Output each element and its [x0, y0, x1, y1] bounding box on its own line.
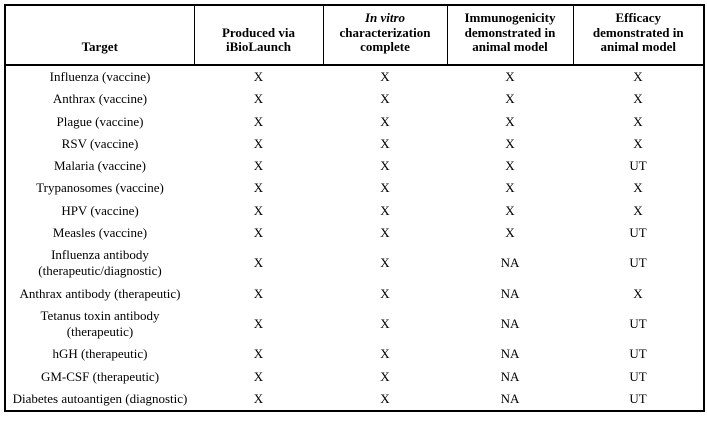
- target-cell: RSV (vaccine): [61, 135, 139, 151]
- status-cell: X: [505, 69, 515, 84]
- table-row: Tetanus toxin antibody (therapeutic) X X NA…: [5, 305, 704, 344]
- status-cell: X: [253, 285, 264, 301]
- status-cell: X: [380, 346, 390, 362]
- status-cell: X: [253, 255, 264, 271]
- column-header-immunogenicity: Immunogenicity demonstrated in animal mo…: [446, 5, 573, 66]
- table-row: RSV (vaccine) X X X X: [5, 133, 704, 155]
- status-cell: NA: [500, 390, 520, 406]
- status-cell: X: [253, 158, 264, 173]
- status-cell: X: [633, 135, 643, 151]
- status-cell: NA: [500, 285, 520, 301]
- status-cell: UT: [629, 390, 647, 406]
- status-cell: X: [253, 69, 264, 84]
- column-header-invitro-characterization: In vitro characterization complete: [322, 5, 447, 66]
- table-row: Influenza antibody (therapeutic/diagnost…: [5, 244, 704, 283]
- status-cell: X: [505, 91, 515, 107]
- status-cell: X: [380, 368, 390, 384]
- column-header-efficacy: Efficacy demonstrated in animal model: [572, 5, 704, 66]
- status-cell: UT: [629, 346, 647, 362]
- status-cell: X: [253, 346, 264, 362]
- target-cell: Anthrax antibody (therapeutic): [19, 285, 181, 301]
- status-cell: X: [505, 113, 515, 129]
- table-body: Influenza (vaccine) X X X X Anthrax (vaccine)…: [5, 65, 704, 411]
- status-cell: NA: [500, 315, 520, 331]
- status-cell: UT: [629, 315, 647, 331]
- status-cell: X: [253, 91, 264, 107]
- status-cell: X: [633, 91, 643, 107]
- target-cell: Tetanus toxin antibody (therapeutic): [40, 307, 160, 339]
- status-cell: X: [380, 91, 390, 107]
- status-cell: X: [380, 202, 390, 218]
- target-cell: HPV (vaccine): [61, 202, 139, 218]
- status-cell: X: [380, 315, 390, 331]
- status-cell: X: [253, 202, 264, 218]
- table-row: Plague (vaccine) X X X X: [5, 111, 704, 133]
- table-row: Anthrax antibody (therapeutic) X X NA X: [5, 283, 704, 305]
- status-cell: X: [633, 69, 643, 84]
- status-cell: UT: [629, 158, 647, 173]
- status-cell: X: [253, 315, 264, 331]
- column-header-target: Target: [5, 5, 194, 66]
- table-row: Malaria (vaccine) X X X UT: [5, 155, 704, 177]
- status-cell: X: [505, 180, 515, 196]
- target-cell: Anthrax (vaccine): [52, 91, 148, 107]
- target-cell: GM-CSF (therapeutic): [40, 368, 160, 384]
- invitro-rest-text: characterization complete: [339, 24, 431, 55]
- status-cell: X: [380, 180, 390, 196]
- status-cell: X: [633, 180, 643, 196]
- status-cell: X: [253, 224, 264, 240]
- target-cell: Influenza (vaccine): [49, 69, 151, 84]
- table-row: GM-CSF (therapeutic) X X NA UT: [5, 366, 704, 388]
- status-cell: X: [505, 158, 515, 173]
- status-cell: X: [505, 135, 515, 151]
- table-row: Trypanosomes (vaccine) X X X X: [5, 177, 704, 199]
- pipeline-table: Target Produced via iBioLaunch In vitro c…: [4, 4, 705, 412]
- table-row: Measles (vaccine) X X X UT: [5, 222, 704, 244]
- status-cell: UT: [629, 368, 647, 384]
- target-cell: Malaria (vaccine): [53, 158, 147, 173]
- status-cell: X: [633, 202, 643, 218]
- target-cell: Diabetes autoantigen (diagnostic): [12, 390, 188, 406]
- table-row: Influenza (vaccine) X X X X: [5, 65, 704, 88]
- target-cell: Plague (vaccine): [56, 113, 144, 129]
- status-cell: X: [253, 113, 264, 129]
- status-cell: X: [253, 390, 264, 406]
- table-row: Diabetes autoantigen (diagnostic) X X NA UT: [5, 388, 704, 411]
- status-cell: X: [380, 135, 390, 151]
- status-cell: X: [633, 285, 643, 301]
- status-cell: UT: [629, 224, 647, 240]
- status-cell: X: [253, 368, 264, 384]
- table-row: hGH (therapeutic) X X NA UT: [5, 343, 704, 365]
- target-cell: Measles (vaccine): [52, 224, 148, 240]
- status-cell: UT: [629, 255, 647, 271]
- status-cell: X: [253, 180, 264, 196]
- target-cell: hGH (therapeutic): [52, 346, 148, 362]
- target-cell: Influenza antibody (therapeutic/diagnost…: [38, 247, 162, 279]
- table-row: Anthrax (vaccine) X X X X: [5, 88, 704, 110]
- status-cell: X: [505, 224, 515, 240]
- status-cell: X: [380, 285, 390, 301]
- status-cell: X: [505, 202, 515, 218]
- column-header-produced-via-ibiolaunch: Produced via iBioLaunch: [193, 5, 323, 66]
- status-cell: X: [253, 135, 264, 151]
- status-cell: X: [380, 255, 390, 271]
- table-row: HPV (vaccine) X X X X: [5, 200, 704, 222]
- status-cell: X: [380, 69, 390, 84]
- table-header: Target Produced via iBioLaunch In vitro c…: [5, 5, 704, 66]
- status-cell: X: [380, 113, 390, 129]
- target-cell: Trypanosomes (vaccine): [36, 180, 164, 196]
- invitro-italic-text: In vitro: [364, 10, 406, 26]
- status-cell: X: [380, 224, 390, 240]
- status-cell: X: [633, 113, 643, 129]
- status-cell: X: [380, 158, 390, 173]
- status-cell: NA: [500, 346, 520, 362]
- status-cell: NA: [500, 255, 520, 271]
- status-cell: X: [380, 390, 390, 406]
- status-cell: NA: [500, 368, 520, 384]
- header-row: Target Produced via iBioLaunch In vitro c…: [5, 5, 704, 66]
